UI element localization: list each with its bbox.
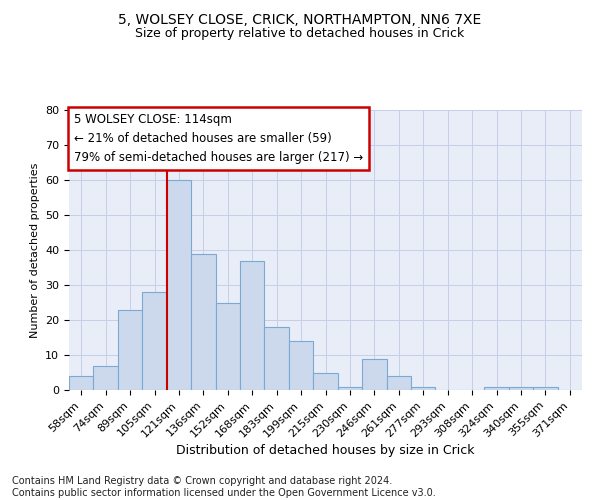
Y-axis label: Number of detached properties: Number of detached properties [29,162,40,338]
Bar [313,372,338,390]
Bar [69,376,94,390]
Bar [167,180,191,390]
Bar [509,386,533,390]
Bar [240,260,265,390]
Bar [338,386,362,390]
Bar [411,386,436,390]
Bar [142,292,167,390]
Bar [215,302,240,390]
X-axis label: Distribution of detached houses by size in Crick: Distribution of detached houses by size … [176,444,475,458]
Bar [191,254,215,390]
Bar [289,341,313,390]
Text: 5 WOLSEY CLOSE: 114sqm
← 21% of detached houses are smaller (59)
79% of semi-det: 5 WOLSEY CLOSE: 114sqm ← 21% of detached… [74,113,364,164]
Bar [94,366,118,390]
Bar [484,386,509,390]
Bar [118,310,142,390]
Bar [533,386,557,390]
Bar [265,327,289,390]
Text: Size of property relative to detached houses in Crick: Size of property relative to detached ho… [136,28,464,40]
Bar [362,358,386,390]
Text: 5, WOLSEY CLOSE, CRICK, NORTHAMPTON, NN6 7XE: 5, WOLSEY CLOSE, CRICK, NORTHAMPTON, NN6… [118,12,482,26]
Text: Contains HM Land Registry data © Crown copyright and database right 2024.
Contai: Contains HM Land Registry data © Crown c… [12,476,436,498]
Bar [386,376,411,390]
